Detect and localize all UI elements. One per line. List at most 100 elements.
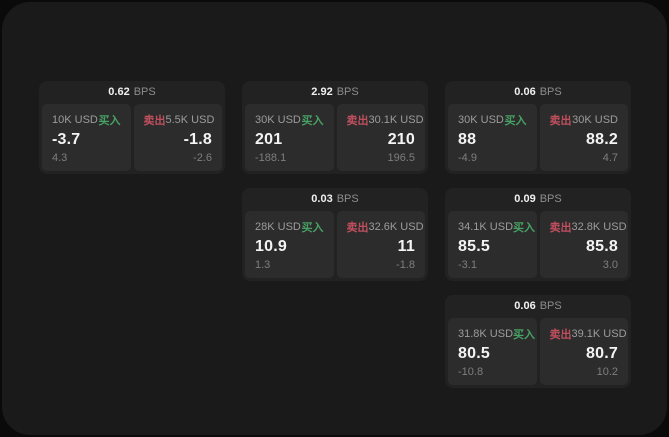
bps-unit: BPS [539, 193, 562, 205]
buy-tile[interactable]: 31.8K USD 买入 80.5 -10.8 [448, 318, 537, 385]
sell-tile[interactable]: 卖出 30.1K USD 210 196.5 [336, 104, 425, 171]
sell-label: 卖出 [143, 115, 166, 127]
buy-price: 88 [458, 131, 477, 149]
quote-card: 0.06 BPS 30K USD 买入 88 -4.9 卖出 30K USD [445, 81, 631, 174]
bps-header: 0.09 BPS [448, 188, 628, 211]
buy-tile-header: 10K USD 买入 [52, 112, 121, 128]
sell-tile-header: 卖出 30K USD [550, 112, 619, 128]
buy-size: 30K USD [458, 114, 504, 126]
buy-tile[interactable]: 30K USD 买入 88 -4.9 [448, 104, 537, 171]
quote-card-body: 30K USD 买入 201 -188.1 卖出 30.1K USD 210 1… [245, 104, 425, 171]
sell-tile-header: 卖出 5.5K USD [143, 112, 215, 128]
sell-tile[interactable]: 卖出 30K USD 88.2 4.7 [539, 104, 628, 171]
quote-card: 0.62 BPS 10K USD 买入 -3.7 4.3 卖出 5.5K USD [39, 81, 225, 174]
sell-tile[interactable]: 卖出 32.6K USD 11 -1.8 [336, 211, 425, 278]
buy-tile[interactable]: 10K USD 买入 -3.7 4.3 [42, 104, 131, 171]
bps-header: 0.62 BPS [42, 81, 222, 104]
bps-value: 2.92 [311, 86, 333, 98]
sell-size: 32.6K USD [368, 221, 424, 233]
buy-label: 买入 [504, 115, 527, 127]
quote-card: 2.92 BPS 30K USD 买入 201 -188.1 卖出 30.1K … [242, 81, 428, 174]
sell-sub-value: 3.0 [602, 259, 618, 271]
bps-value: 0.09 [514, 193, 536, 205]
buy-size: 34.1K USD [458, 221, 514, 233]
buy-label: 买入 [513, 222, 536, 234]
bps-unit: BPS [133, 86, 156, 98]
sell-tile-header: 卖出 32.8K USD [549, 219, 627, 235]
sell-tile[interactable]: 卖出 5.5K USD -1.8 -2.6 [133, 104, 222, 171]
bps-header: 0.06 BPS [448, 81, 628, 104]
buy-tile[interactable]: 30K USD 买入 201 -188.1 [245, 104, 334, 171]
bps-unit: BPS [336, 193, 359, 205]
sell-sub-value: -2.6 [193, 152, 212, 164]
buy-size: 31.8K USD [458, 328, 514, 340]
quote-card-body: 28K USD 买入 10.9 1.3 卖出 32.6K USD 11 -1.8 [245, 211, 425, 278]
sell-price: 11 [397, 238, 415, 256]
sell-price: -1.8 [183, 131, 212, 149]
sell-size: 39.1K USD [571, 328, 627, 340]
buy-price: -3.7 [52, 131, 81, 149]
buy-tile[interactable]: 28K USD 买入 10.9 1.3 [245, 211, 334, 278]
buy-price: 85.5 [458, 238, 490, 256]
sell-sub-value: 4.7 [602, 152, 618, 164]
buy-label: 买入 [301, 222, 324, 234]
buy-size: 28K USD [255, 221, 301, 233]
bps-unit: BPS [539, 86, 562, 98]
buy-sub-value: -10.8 [458, 366, 484, 378]
sell-size: 5.5K USD [165, 114, 215, 126]
quote-card: 0.03 BPS 28K USD 买入 10.9 1.3 卖出 32.6K US… [242, 188, 428, 281]
buy-sub-value: -4.9 [458, 152, 477, 164]
sell-size: 30K USD [572, 114, 618, 126]
sell-tile-header: 卖出 30.1K USD [346, 112, 424, 128]
sell-tile[interactable]: 卖出 39.1K USD 80.7 10.2 [539, 318, 628, 385]
buy-tile-header: 30K USD 买入 [255, 112, 324, 128]
sell-label: 卖出 [346, 222, 369, 234]
buy-tile-header: 28K USD 买入 [255, 219, 324, 235]
quote-card: 0.06 BPS 31.8K USD 买入 80.5 -10.8 卖出 39.1… [445, 295, 631, 388]
buy-sub-value: -3.1 [458, 259, 477, 271]
quote-card-body: 34.1K USD 买入 85.5 -3.1 卖出 32.8K USD 85.8… [448, 211, 628, 278]
sell-price: 88.2 [586, 131, 618, 149]
quote-card-body: 31.8K USD 买入 80.5 -10.8 卖出 39.1K USD 80.… [448, 318, 628, 385]
buy-sub-value: 4.3 [52, 152, 68, 164]
buy-label: 买入 [98, 115, 121, 127]
sell-size: 30.1K USD [368, 114, 424, 126]
buy-tile[interactable]: 34.1K USD 买入 85.5 -3.1 [448, 211, 537, 278]
buy-price: 201 [255, 131, 283, 149]
sell-label: 卖出 [549, 222, 572, 234]
sell-label: 卖出 [549, 115, 572, 127]
quote-card-grid: 0.62 BPS 10K USD 买入 -3.7 4.3 卖出 5.5K USD [39, 81, 631, 388]
sell-tile[interactable]: 卖出 32.8K USD 85.8 3.0 [539, 211, 628, 278]
sell-price: 80.7 [586, 345, 618, 363]
sell-tile-header: 卖出 32.6K USD [346, 219, 424, 235]
buy-tile-header: 34.1K USD 买入 [458, 219, 535, 235]
bps-header: 0.06 BPS [448, 295, 628, 318]
sell-price: 85.8 [586, 238, 618, 256]
sell-sub-value: -1.8 [396, 259, 415, 271]
buy-size: 10K USD [52, 114, 98, 126]
buy-size: 30K USD [255, 114, 301, 126]
buy-price: 80.5 [458, 345, 490, 363]
bps-unit: BPS [539, 300, 562, 312]
buy-price: 10.9 [255, 238, 287, 256]
buy-sub-value: 1.3 [255, 259, 271, 271]
sell-label: 卖出 [549, 329, 572, 341]
sell-tile-header: 卖出 39.1K USD [549, 326, 627, 342]
bps-value: 0.06 [514, 86, 536, 98]
buy-label: 买入 [513, 329, 536, 341]
sell-price: 210 [387, 131, 415, 149]
bps-value: 0.03 [311, 193, 333, 205]
sell-sub-value: 10.2 [596, 366, 618, 378]
buy-sub-value: -188.1 [255, 152, 287, 164]
bps-header: 2.92 BPS [245, 81, 425, 104]
bps-value: 0.62 [108, 86, 130, 98]
sell-label: 卖出 [346, 115, 369, 127]
quote-card-body: 10K USD 买入 -3.7 4.3 卖出 5.5K USD -1.8 -2.… [42, 104, 222, 171]
bps-value: 0.06 [514, 300, 536, 312]
quote-card-body: 30K USD 买入 88 -4.9 卖出 30K USD 88.2 4.7 [448, 104, 628, 171]
sell-size: 32.8K USD [571, 221, 627, 233]
buy-tile-header: 31.8K USD 买入 [458, 326, 535, 342]
buy-tile-header: 30K USD 买入 [458, 112, 527, 128]
buy-label: 买入 [301, 115, 324, 127]
